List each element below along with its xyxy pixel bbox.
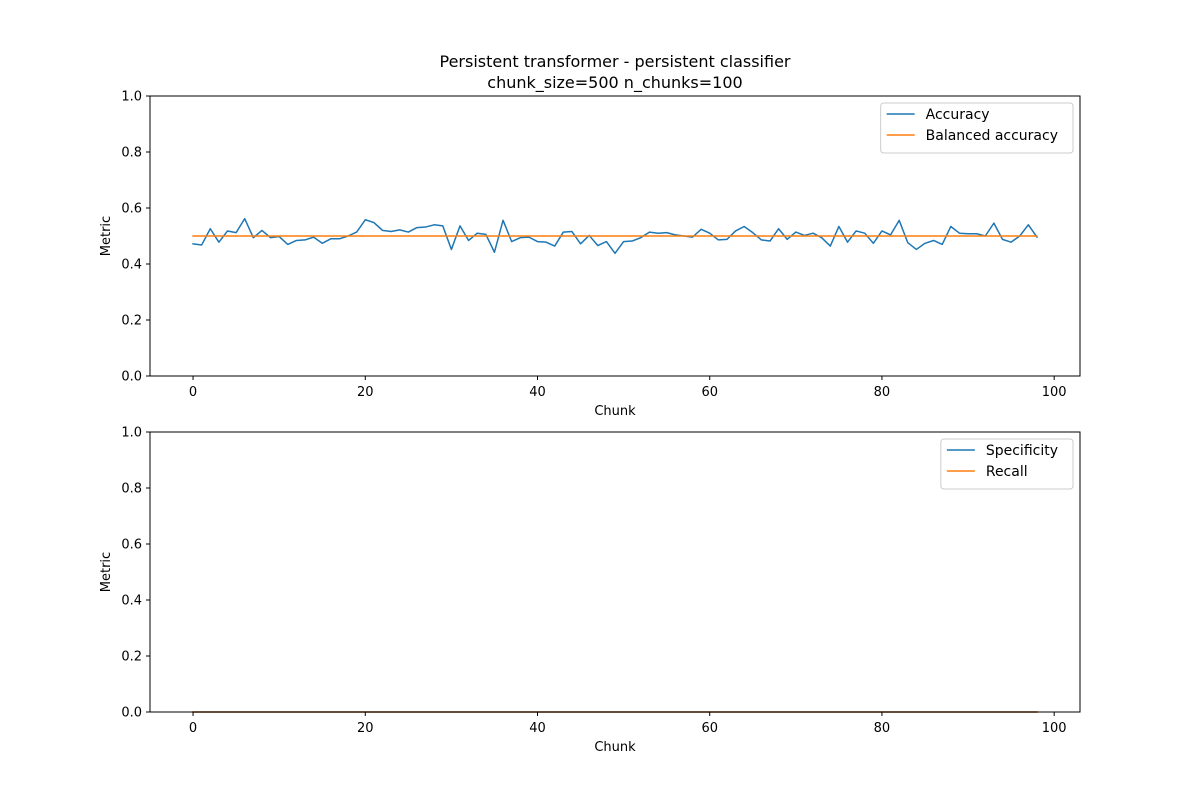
y-tick-label: 0.2: [121, 314, 142, 329]
x-tick-label: 60: [701, 721, 718, 736]
x-tick-label: 20: [357, 721, 374, 736]
figure-title-line2: chunk_size=500 n_chunks=100: [487, 73, 742, 93]
legend-box: [880, 102, 1074, 154]
y-tick-label: 0.8: [121, 146, 142, 161]
series-line-accuracy: [192, 217, 1038, 255]
accuracy-subplot: 0 20 40 60 80 100 0.0 0.2 0.4 0.6 0.8 1.0 Chunk Metri…: [99, 90, 1081, 419]
y-tick-label: 0.6: [121, 202, 142, 217]
y-tick-label: 0.0: [121, 370, 142, 385]
y-tick-label: 0.8: [121, 482, 142, 497]
x-axis-label: Chunk: [594, 740, 636, 755]
legend-label: Recall: [986, 464, 1028, 480]
y-tick-label: 1.0: [121, 426, 142, 441]
specificity-recall-subplot: 0 20 40 60 80 100 0.0 0.2 0.4 0.6 0.8 1.0 Chunk Metri…: [99, 426, 1081, 755]
legend-label: Balanced accuracy: [926, 128, 1058, 144]
legend-label: Accuracy: [926, 107, 990, 123]
x-tick-label: 80: [874, 721, 891, 736]
y-axis-label: Metric: [99, 216, 114, 256]
y-tick-label: 0.6: [121, 538, 142, 553]
y-tick-label: 1.0: [121, 90, 142, 105]
y-tick-label: 0.4: [121, 258, 142, 273]
x-tick-label: 60: [701, 385, 718, 400]
axes-frame: [149, 431, 1081, 713]
x-tick-label: 40: [529, 721, 546, 736]
x-tick-label: 100: [1042, 721, 1067, 736]
legend-label: Specificity: [986, 443, 1058, 459]
x-tick-label: 100: [1042, 385, 1067, 400]
legend: Accuracy Balanced accuracy: [880, 102, 1074, 154]
y-tick-label: 0.4: [121, 594, 142, 609]
x-tick-label: 80: [874, 385, 891, 400]
x-tick-label: 20: [357, 385, 374, 400]
x-tick-label: 0: [189, 385, 197, 400]
legend: Specificity Recall: [940, 438, 1074, 490]
x-axis-label: Chunk: [594, 404, 636, 419]
x-tick-label: 40: [529, 385, 546, 400]
y-tick-label: 0.2: [121, 650, 142, 665]
legend-box: [940, 438, 1074, 490]
y-tick-label: 0.0: [121, 706, 142, 721]
axes-frame: [149, 95, 1081, 377]
x-tick-label: 0: [189, 721, 197, 736]
figure-title-line1: Persistent transformer - persistent clas…: [439, 52, 790, 71]
y-axis-label: Metric: [99, 552, 114, 592]
